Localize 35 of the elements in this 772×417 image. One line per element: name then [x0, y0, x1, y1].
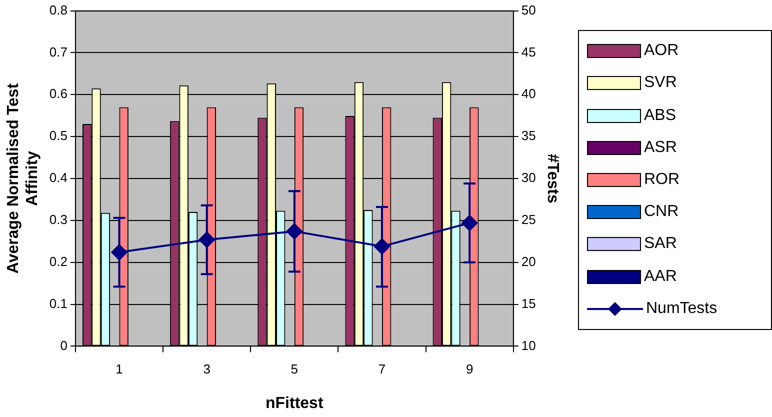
legend-label: CNR — [644, 203, 679, 222]
y-axis-title: Average Normalised Test Affinity — [5, 82, 42, 274]
y-tick-label: 0.6 — [49, 86, 68, 102]
y-tick-label: 0.4 — [49, 170, 68, 186]
legend-label: AOR — [644, 42, 679, 60]
x-tick-label: 5 — [290, 362, 298, 377]
legend-label: AAR — [644, 268, 677, 286]
x-tick-label: 7 — [378, 362, 386, 377]
x-tick-label: 3 — [203, 362, 210, 377]
y-tick-label: 0.8 — [49, 2, 68, 18]
legend-label: SAR — [644, 235, 677, 254]
y2-tick-label: 35 — [521, 128, 536, 144]
y2-tick-label: 50 — [521, 2, 536, 18]
legend-label: ASR — [644, 138, 677, 157]
y2-tick-label: 40 — [521, 86, 536, 102]
y2-tick-label: 20 — [521, 254, 536, 269]
legend-label: ROR — [644, 170, 680, 189]
y2-tick-label: 15 — [521, 296, 536, 311]
y-tick-label: 0.7 — [49, 44, 68, 60]
y-tick-label: 0.2 — [49, 254, 68, 269]
y-tick-label: 0 — [60, 338, 68, 353]
x-tick-label: 1 — [116, 362, 123, 377]
x-tick-label: 9 — [466, 362, 474, 377]
legend-label: SVR — [644, 74, 677, 92]
y2-tick-label: 10 — [521, 338, 536, 353]
y-tick-label: 0.3 — [49, 212, 68, 228]
y2-tick-label: 25 — [521, 212, 536, 228]
x-axis-title: nFittest — [266, 394, 324, 412]
y-tick-label: 0.5 — [49, 128, 68, 144]
legend-label: NumTests — [646, 300, 718, 318]
legend-label: ABS — [644, 106, 676, 125]
y-tick-label: 0.1 — [49, 296, 68, 311]
y2-tick-label: 30 — [521, 170, 536, 186]
y2-tick-label: 45 — [521, 44, 536, 60]
y2-axis-title: #Tests — [544, 154, 561, 204]
